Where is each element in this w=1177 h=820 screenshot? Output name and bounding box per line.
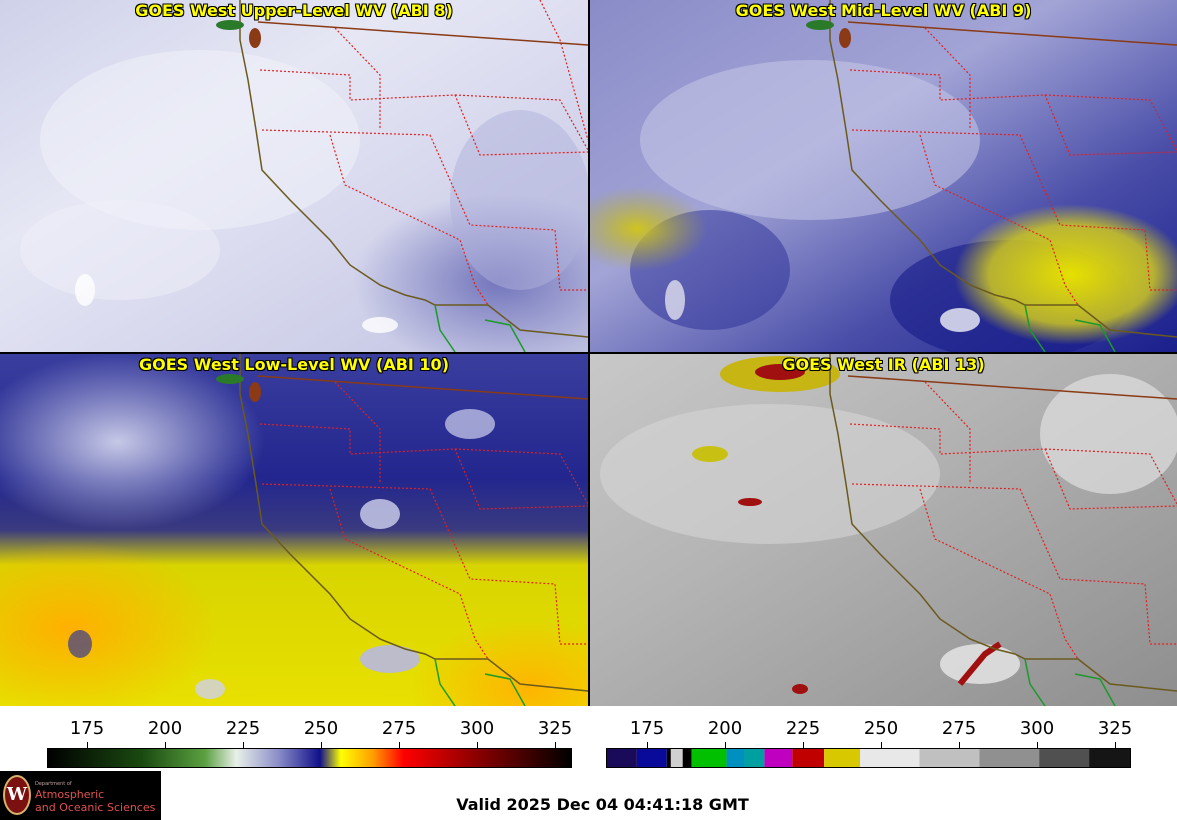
panel-divider-horizontal (0, 352, 1177, 354)
wv-tick-label: 275 (381, 718, 417, 739)
panel-title-ir: GOES West IR (ABI 13) (782, 355, 985, 374)
ir-tick-label: 325 (1097, 718, 1133, 739)
panel-title-upper: GOES West Upper-Level WV (ABI 8) (135, 1, 453, 20)
wv-tick-mark (477, 742, 478, 748)
ir-tick-label: 300 (1019, 718, 1055, 739)
wv-tick-label: 300 (459, 718, 495, 739)
panel-mid-level-wv: GOES West Mid-Level WV (ABI 9) (590, 0, 1177, 352)
wv-colorbar-gradient (47, 748, 572, 768)
mid-level-wv-image (590, 0, 1177, 352)
logo-line-2: and Oceanic Sciences (35, 801, 156, 814)
logo-dept-text: Department of (35, 781, 72, 787)
wv-tick-label: 250 (303, 718, 339, 739)
wv-tick-mark (87, 742, 88, 748)
wv-tick-mark (243, 742, 244, 748)
wv-tick-mark (165, 742, 166, 748)
wv-tick-label: 325 (537, 718, 573, 739)
wv-tick-label: 200 (147, 718, 183, 739)
uw-seal-icon: W (3, 775, 31, 815)
panel-title-mid: GOES West Mid-Level WV (ABI 9) (735, 1, 1032, 20)
panel-ir: GOES West IR (ABI 13) (590, 354, 1177, 706)
wv-tick-mark (555, 742, 556, 748)
uw-aos-logo[interactable]: W Department of Atmospheric and Oceanic … (0, 771, 161, 820)
low-level-wv-image (0, 354, 588, 706)
ir-tick-mark (1115, 742, 1116, 748)
wv-tick-mark (321, 742, 322, 748)
ir-tick-label: 250 (863, 718, 899, 739)
wv-tick-mark (399, 742, 400, 748)
upper-level-wv-image (0, 0, 588, 352)
panel-title-low: GOES West Low-Level WV (ABI 10) (138, 355, 449, 374)
ir-image (590, 354, 1177, 706)
ir-tick-mark (647, 742, 648, 748)
panel-low-level-wv: GOES West Low-Level WV (ABI 10) (0, 354, 588, 706)
panel-upper-level-wv: GOES West Upper-Level WV (ABI 8) (0, 0, 588, 352)
ir-tick-label: 275 (941, 718, 977, 739)
ir-tick-mark (803, 742, 804, 748)
ir-tick-mark (881, 742, 882, 748)
wv-tick-label: 225 (225, 718, 261, 739)
ir-colorbar-gradient (606, 748, 1131, 768)
wv-tick-label: 175 (69, 718, 105, 739)
ir-tick-label: 175 (629, 718, 665, 739)
valid-time-label: Valid 2025 Dec 04 04:41:18 GMT (456, 795, 749, 814)
ir-tick-label: 200 (707, 718, 743, 739)
ir-tick-mark (725, 742, 726, 748)
ir-tick-label: 225 (785, 718, 821, 739)
logo-line-1: Atmospheric (35, 788, 105, 801)
ir-tick-mark (1037, 742, 1038, 748)
ir-tick-mark (959, 742, 960, 748)
